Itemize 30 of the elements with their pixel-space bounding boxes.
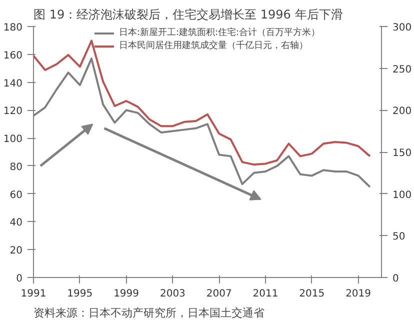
x-tick-label: 1999 <box>114 288 140 300</box>
y-tick-label: 40 <box>10 218 23 229</box>
y2-tick-label: 50 <box>392 232 406 243</box>
y2-tick-label: 100 <box>392 190 412 201</box>
x-tick-label: 1991 <box>20 288 46 300</box>
x-tick-label: 2003 <box>160 288 186 300</box>
y-tick-label: 20 <box>10 246 23 257</box>
y-tick-label: 180 <box>3 22 23 34</box>
y-tick-label: 0 <box>16 274 23 284</box>
x-tick-label: 2019 <box>346 288 372 300</box>
x-tick-label: 1995 <box>67 288 93 300</box>
y2-tick-label: 0 <box>392 274 399 284</box>
y-tick-label: 80 <box>10 162 23 173</box>
y2-tick-label: 300 <box>392 22 412 34</box>
x-tick-label: 2007 <box>206 288 232 300</box>
y2-tick-label: 150 <box>392 148 412 159</box>
y-tick-label: 60 <box>10 190 23 201</box>
chart-title: 图 19：经济泡沫破裂后，住宅交易增长至 1996 年后下滑 <box>34 8 343 22</box>
y-tick-label: 160 <box>3 50 23 62</box>
y2-tick-label: 250 <box>392 64 412 76</box>
y-tick-label: 140 <box>3 78 23 90</box>
legend-label: 日本民间居住用建筑成交量（千亿日元，右轴） <box>118 40 308 52</box>
text: 资料来源：日本不动产研究所，日本国土交通省 <box>34 306 264 320</box>
y-tick-label: 100 <box>3 134 23 146</box>
line-series <box>34 40 371 166</box>
y-tick-label: 120 <box>3 106 23 118</box>
y2-tick-label: 200 <box>392 106 412 118</box>
x-tick-label: 2011 <box>252 288 278 300</box>
x-tick-label: 2015 <box>299 288 325 300</box>
legend-label: 日本:新屋开工:建筑面积:住宅:合计（百万平方米） <box>118 26 320 39</box>
